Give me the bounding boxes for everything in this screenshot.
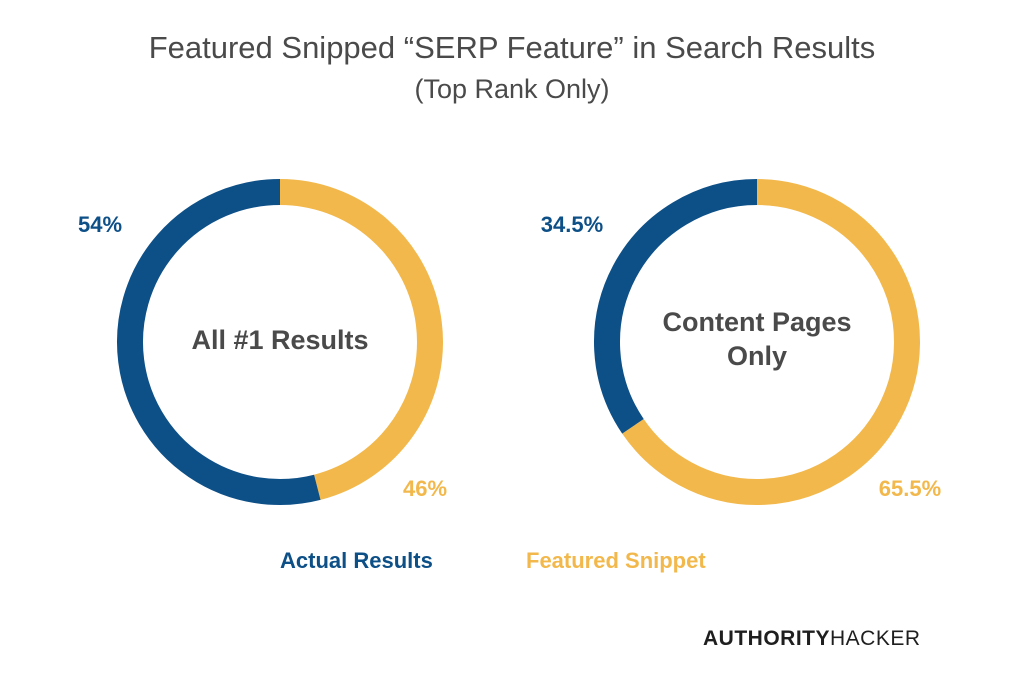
chart-title: Featured Snipped “SERP Feature” in Searc… [148, 30, 876, 65]
donut-2-label-actual-results: 34.5% [541, 212, 603, 237]
legend-item-actual-results: Actual Results [280, 548, 433, 573]
donut-2-slice-actual-results [594, 179, 758, 434]
donut-2-center-label-line-1: Content Pages [662, 307, 851, 337]
donut-1-label-actual-results: 54% [78, 212, 122, 237]
donut-2-slice-featured-snippet [622, 179, 920, 505]
donut-1-center-label-line-1: All #1 Results [191, 325, 368, 355]
logo-regular-text: HACKER [830, 627, 921, 650]
logo-bold-text: AUTHORITY [703, 627, 830, 650]
donut-2-center-label-line-2: Only [727, 341, 787, 371]
legend-item-featured-snippet: Featured Snippet [526, 548, 706, 573]
donut-2-label-featured-snippet: 65.5% [879, 476, 941, 501]
donut-1-slice-actual-results [117, 179, 321, 505]
authorityhacker-logo: AUTHORITYHACKER [703, 625, 921, 653]
donut-1-label-featured-snippet: 46% [403, 476, 447, 501]
chart-subtitle: (Top Rank Only) [414, 74, 610, 104]
donut-1-slice-featured-snippet [279, 179, 443, 500]
